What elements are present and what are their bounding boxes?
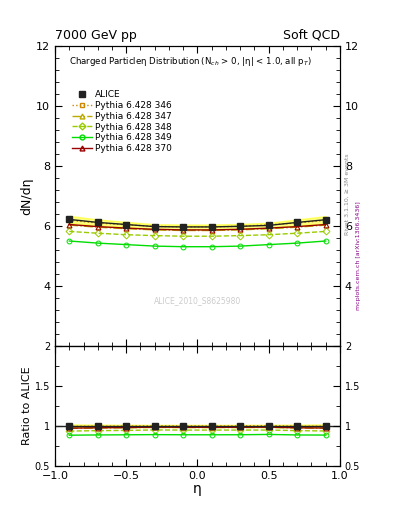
Pythia 6.428 346: [95, 220, 100, 226]
Pythia 6.428 370: [238, 226, 242, 232]
Pythia 6.428 349: [152, 243, 157, 249]
Pythia 6.428 370: [95, 224, 100, 230]
Pythia 6.428 370: [295, 224, 299, 230]
Pythia 6.428 349: [266, 242, 271, 248]
Pythia 6.428 346: [323, 217, 328, 223]
Pythia 6.428 370: [67, 221, 72, 227]
Pythia 6.428 349: [323, 238, 328, 244]
Line: Pythia 6.428 346: Pythia 6.428 346: [67, 218, 328, 229]
Pythia 6.428 370: [209, 227, 214, 233]
Legend: ALICE, Pythia 6.428 346, Pythia 6.428 347, Pythia 6.428 348, Pythia 6.428 349, P: ALICE, Pythia 6.428 346, Pythia 6.428 34…: [68, 87, 176, 157]
Pythia 6.428 347: [67, 222, 72, 228]
Pythia 6.428 370: [181, 227, 185, 233]
X-axis label: η: η: [193, 482, 202, 496]
Pythia 6.428 370: [266, 225, 271, 231]
Pythia 6.428 346: [67, 217, 72, 223]
Pythia 6.428 347: [209, 227, 214, 233]
Pythia 6.428 346: [124, 222, 129, 228]
Text: Charged Particleη Distribution (N$_{ch}$ > 0, |η| < 1.0, all p$_{T}$): Charged Particleη Distribution (N$_{ch}$…: [69, 55, 312, 68]
Pythia 6.428 348: [209, 233, 214, 239]
Pythia 6.428 346: [152, 223, 157, 229]
Pythia 6.428 348: [95, 230, 100, 236]
Pythia 6.428 347: [124, 226, 129, 232]
Pythia 6.428 348: [152, 232, 157, 239]
Pythia 6.428 346: [295, 220, 299, 226]
Pythia 6.428 370: [124, 225, 129, 231]
Text: Rivet 3.1.10, ≥ 3M events: Rivet 3.1.10, ≥ 3M events: [345, 154, 350, 236]
Pythia 6.428 347: [323, 222, 328, 228]
Pythia 6.428 347: [181, 227, 185, 233]
Pythia 6.428 346: [238, 223, 242, 229]
Pythia 6.428 349: [181, 244, 185, 250]
Pythia 6.428 349: [95, 240, 100, 246]
Pythia 6.428 349: [209, 244, 214, 250]
Pythia 6.428 348: [323, 228, 328, 234]
Pythia 6.428 349: [67, 238, 72, 244]
Pythia 6.428 347: [95, 224, 100, 230]
Pythia 6.428 348: [238, 232, 242, 239]
Pythia 6.428 347: [238, 227, 242, 233]
Text: Soft QCD: Soft QCD: [283, 29, 340, 41]
Pythia 6.428 348: [266, 231, 271, 238]
Pythia 6.428 348: [181, 233, 185, 239]
Pythia 6.428 347: [266, 226, 271, 232]
Pythia 6.428 348: [295, 230, 299, 236]
Pythia 6.428 349: [238, 243, 242, 249]
Line: Pythia 6.428 349: Pythia 6.428 349: [67, 239, 328, 249]
Pythia 6.428 348: [67, 228, 72, 234]
Pythia 6.428 347: [152, 227, 157, 233]
Pythia 6.428 348: [124, 231, 129, 238]
Pythia 6.428 346: [266, 222, 271, 228]
Text: 7000 GeV pp: 7000 GeV pp: [55, 29, 137, 41]
Y-axis label: dN/dη: dN/dη: [20, 177, 33, 215]
Pythia 6.428 349: [124, 242, 129, 248]
Pythia 6.428 346: [209, 224, 214, 230]
Line: Pythia 6.428 347: Pythia 6.428 347: [67, 223, 328, 233]
Y-axis label: Ratio to ALICE: Ratio to ALICE: [22, 367, 32, 445]
Pythia 6.428 347: [295, 224, 299, 230]
Line: Pythia 6.428 348: Pythia 6.428 348: [67, 229, 328, 239]
Text: ALICE_2010_S8625980: ALICE_2010_S8625980: [154, 296, 241, 306]
Pythia 6.428 370: [323, 221, 328, 227]
Pythia 6.428 349: [295, 240, 299, 246]
Text: mcplots.cern.ch [arXiv:1306.3436]: mcplots.cern.ch [arXiv:1306.3436]: [356, 202, 361, 310]
Pythia 6.428 346: [181, 224, 185, 230]
Line: Pythia 6.428 370: Pythia 6.428 370: [67, 222, 328, 232]
Pythia 6.428 370: [152, 226, 157, 232]
